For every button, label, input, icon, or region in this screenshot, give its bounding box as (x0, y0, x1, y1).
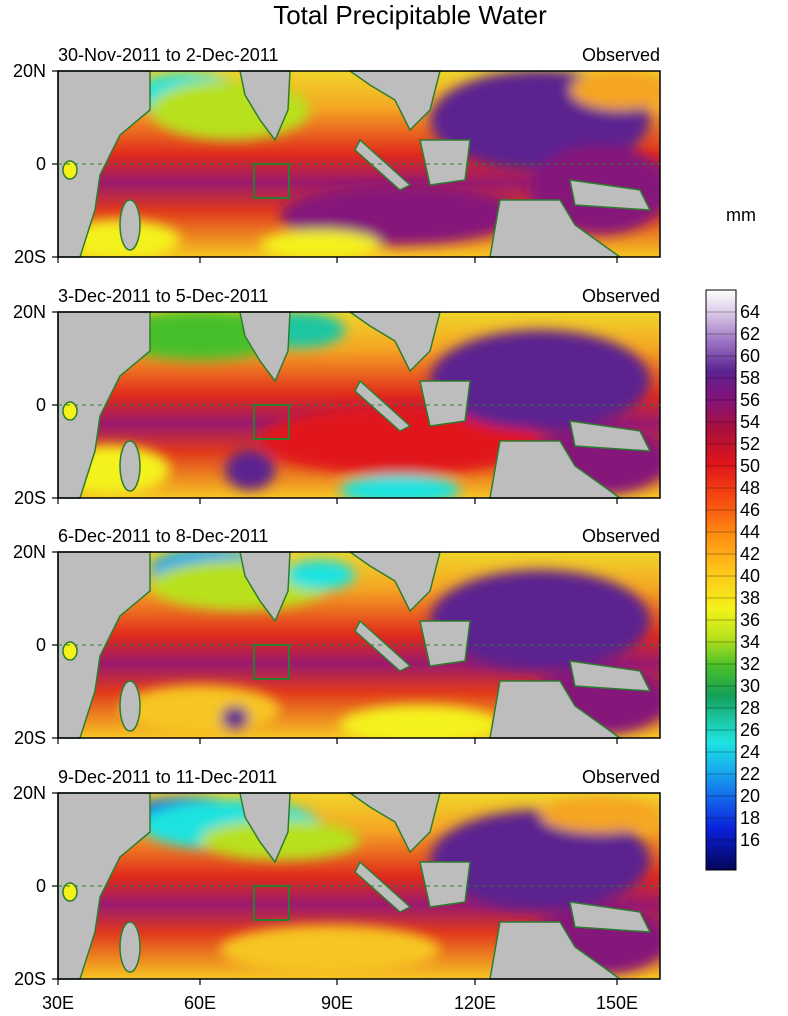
study-box (253, 163, 290, 199)
lon-label-120e: 120E (453, 993, 497, 1013)
panel-1-date-range: 30-Nov-2011 to 2-Dec-2011 (58, 45, 279, 65)
lat-label-20n: 20N (12, 61, 46, 81)
colorbar-label: 16 (740, 830, 761, 850)
lat-label-20n: 20N (12, 542, 46, 562)
figure-title: Total Precipitable Water (273, 0, 547, 30)
colorbar-label: 30 (740, 676, 761, 696)
lon-label-30e: 30E (41, 993, 75, 1013)
land-masses (57, 70, 652, 980)
panel-4-date-range: 9-Dec-2011 to 11-Dec-2011 (58, 767, 278, 787)
colorbar-label: 50 (740, 456, 761, 476)
lat-label-0: 0 (35, 635, 46, 655)
study-box (253, 885, 290, 921)
colorbar-label: 62 (740, 324, 761, 344)
land-panel-1 (57, 70, 652, 258)
lat-label-20s: 20S (13, 969, 46, 989)
lon-label-90e: 90E (320, 993, 354, 1013)
colorbar-label: 32 (740, 654, 761, 674)
land-panel-3 (57, 551, 652, 739)
panel-3-date-range: 6-Dec-2011 to 8-Dec-2011 (58, 526, 269, 546)
colorbar-label: 28 (740, 698, 761, 718)
study-box (253, 404, 290, 440)
lat-label-20n: 20N (12, 302, 46, 322)
colorbar-label: 22 (740, 764, 761, 784)
lat-label-0: 0 (35, 154, 46, 174)
land-panel-4 (57, 792, 652, 980)
colorbar-label: 26 (740, 720, 761, 740)
lat-label-0: 0 (35, 395, 46, 415)
colorbar-label: 54 (740, 412, 761, 432)
colorbar-label: 48 (740, 478, 761, 498)
axis-ticks (52, 70, 618, 985)
colorbar-label: 58 (740, 368, 761, 388)
lat-label-20n: 20N (12, 783, 46, 803)
colorbar-label: 24 (740, 742, 761, 762)
lon-label-150e: 150E (595, 993, 639, 1013)
colorbar-label: 60 (740, 346, 761, 366)
colorbar-label: 40 (740, 566, 761, 586)
panel-2-date-range: 3-Dec-2011 to 5-Dec-2011 (58, 286, 269, 306)
colorbar-label: 36 (740, 610, 761, 630)
colorbar-units: mm (726, 205, 756, 225)
colorbar-label: 44 (740, 522, 761, 542)
colorbar-label: 42 (740, 544, 761, 564)
panel-2-label: Observed (581, 286, 660, 306)
colorbar-label: 56 (740, 390, 761, 410)
colorbar-label: 52 (740, 434, 761, 454)
colorbar-label: 38 (740, 588, 761, 608)
colorbar-label: 18 (740, 808, 761, 828)
colorbar-label: 20 (740, 786, 761, 806)
lat-label-20s: 20S (13, 488, 46, 508)
lat-label-20s: 20S (13, 728, 46, 748)
panel-3-label: Observed (581, 526, 660, 546)
lon-label-60e: 60E (183, 993, 217, 1013)
land-panel-2 (57, 311, 652, 499)
panel-1-label: Observed (581, 45, 660, 65)
panel-4-label: Observed (581, 767, 660, 787)
study-box (253, 644, 290, 680)
colorbar (705, 289, 737, 871)
lat-label-20s: 20S (13, 247, 46, 267)
colorbar-label: 34 (740, 632, 761, 652)
lat-label-0: 0 (35, 876, 46, 896)
colorbar-label: 64 (740, 302, 761, 322)
colorbar-label: 46 (740, 500, 761, 520)
